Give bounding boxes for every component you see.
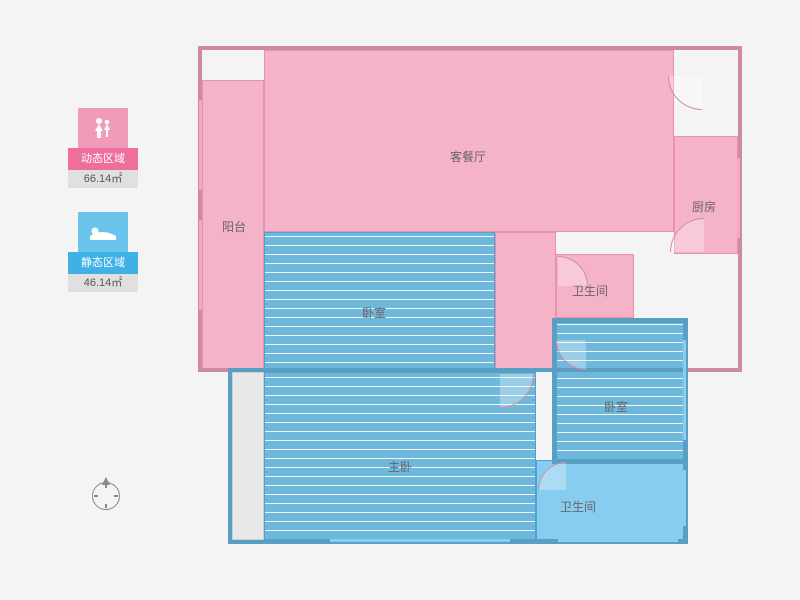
window xyxy=(683,470,686,526)
room-bedroom1 xyxy=(264,232,495,372)
room-hallway xyxy=(495,232,556,372)
window xyxy=(199,100,202,190)
window xyxy=(199,220,202,310)
legend-dynamic-label: 动态区域 xyxy=(68,148,138,170)
sleep-icon xyxy=(78,212,128,252)
room-label-bedroom1: 卧室 xyxy=(362,304,386,321)
room-label-bath2: 卫生间 xyxy=(560,498,596,515)
threshold xyxy=(232,372,264,540)
window xyxy=(683,340,686,440)
window xyxy=(330,539,510,542)
room-label-balcony: 阳台 xyxy=(222,218,246,235)
legend-static: 静态区域 46.14㎡ xyxy=(68,212,138,292)
room-label-living: 客餐厅 xyxy=(450,148,486,165)
room-master xyxy=(264,372,536,540)
compass-icon xyxy=(92,482,120,510)
room-label-bedroom2: 卧室 xyxy=(604,398,628,415)
room-label-kitchen: 厨房 xyxy=(692,198,716,215)
legend-dynamic-value: 66.14㎡ xyxy=(68,170,138,188)
room-label-master: 主卧 xyxy=(388,458,412,475)
legend-dynamic: 动态区域 66.14㎡ xyxy=(68,108,138,188)
window xyxy=(558,539,678,542)
people-icon xyxy=(78,108,128,148)
room-living xyxy=(264,50,674,232)
legend-static-label: 静态区域 xyxy=(68,252,138,274)
legend-static-value: 46.14㎡ xyxy=(68,274,138,292)
window xyxy=(737,158,740,238)
